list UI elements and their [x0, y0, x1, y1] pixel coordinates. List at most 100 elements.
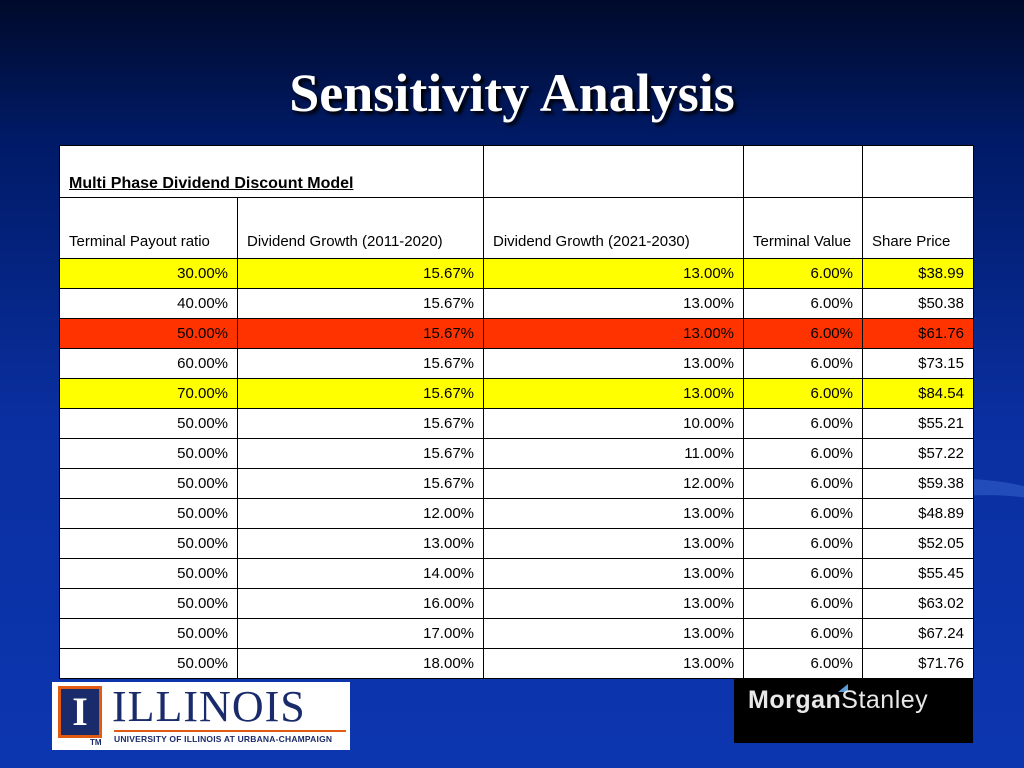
cell-terminal-value: 6.00% — [743, 408, 863, 439]
cell-dividend-growth-2011-2020: 15.67% — [237, 318, 484, 349]
morgan-stanley-mark-icon — [838, 684, 848, 692]
cell-terminal-value: 6.00% — [743, 378, 863, 409]
table-row: 50.00% 17.00% 13.00% 6.00% $67.24 — [59, 618, 974, 649]
cell-dividend-growth-2021-2030: 13.00% — [483, 318, 744, 349]
illinois-block-i-icon: I — [58, 686, 102, 738]
cell-terminal-value: 6.00% — [743, 288, 863, 319]
illinois-subtitle: UNIVERSITY OF ILLINOIS AT URBANA-CHAMPAI… — [114, 734, 333, 744]
cell-terminal-payout-ratio: 50.00% — [59, 528, 238, 559]
cell-share-price: $50.38 — [862, 288, 974, 319]
table-row: 50.00% 14.00% 13.00% 6.00% $55.45 — [59, 558, 974, 589]
cell-dividend-growth-2021-2030: 13.00% — [483, 498, 744, 529]
cell-terminal-value: 6.00% — [743, 318, 863, 349]
table-row: 60.00% 15.67% 13.00% 6.00% $73.15 — [59, 348, 974, 379]
table-row: 50.00% 15.67% 13.00% 6.00% $61.76 — [59, 318, 974, 349]
cell-dividend-growth-2011-2020: 13.00% — [237, 528, 484, 559]
table-row: 50.00% 15.67% 10.00% 6.00% $55.21 — [59, 408, 974, 439]
table-row: 30.00% 15.67% 13.00% 6.00% $38.99 — [59, 258, 974, 289]
sensitivity-table: Multi Phase Dividend Discount Model Term… — [59, 145, 974, 679]
cell-dividend-growth-2011-2020: 15.67% — [237, 468, 484, 499]
cell-share-price: $84.54 — [862, 378, 974, 409]
table-row: 50.00% 15.67% 12.00% 6.00% $59.38 — [59, 468, 974, 499]
morgan-stanley-logo: MorganStanley — [734, 678, 973, 743]
table-row: 40.00% 15.67% 13.00% 6.00% $50.38 — [59, 288, 974, 319]
table-title-row: Multi Phase Dividend Discount Model — [59, 145, 974, 198]
cell-terminal-payout-ratio: 50.00% — [59, 408, 238, 439]
cell-dividend-growth-2011-2020: 15.67% — [237, 258, 484, 289]
cell-dividend-growth-2021-2030: 11.00% — [483, 438, 744, 469]
cell-share-price: $55.45 — [862, 558, 974, 589]
cell-dividend-growth-2011-2020: 15.67% — [237, 378, 484, 409]
cell-dividend-growth-2011-2020: 15.67% — [237, 438, 484, 469]
cell-dividend-growth-2011-2020: 15.67% — [237, 288, 484, 319]
table-title-cell: Multi Phase Dividend Discount Model — [59, 145, 484, 198]
cell-terminal-payout-ratio: 60.00% — [59, 348, 238, 379]
cell-share-price: $57.22 — [862, 438, 974, 469]
cell-share-price: $61.76 — [862, 318, 974, 349]
empty-cell — [483, 145, 744, 198]
illinois-logo: I TM ILLINOIS UNIVERSITY OF ILLINOIS AT … — [52, 682, 350, 750]
header-terminal-payout-ratio: Terminal Payout ratio — [59, 197, 238, 259]
cell-dividend-growth-2011-2020: 15.67% — [237, 408, 484, 439]
trademark-label: TM — [90, 738, 102, 747]
cell-share-price: $38.99 — [862, 258, 974, 289]
cell-terminal-payout-ratio: 40.00% — [59, 288, 238, 319]
cell-share-price: $48.89 — [862, 498, 974, 529]
slide-title: Sensitivity Analysis — [289, 63, 735, 123]
table-row: 50.00% 16.00% 13.00% 6.00% $63.02 — [59, 588, 974, 619]
cell-terminal-payout-ratio: 50.00% — [59, 438, 238, 469]
cell-share-price: $73.15 — [862, 348, 974, 379]
cell-dividend-growth-2021-2030: 10.00% — [483, 408, 744, 439]
cell-dividend-growth-2021-2030: 13.00% — [483, 588, 744, 619]
cell-terminal-value: 6.00% — [743, 468, 863, 499]
header-dividend-growth-2011-2020: Dividend Growth (2011-2020) — [237, 197, 484, 259]
header-terminal-value: Terminal Value — [743, 197, 863, 259]
cell-terminal-payout-ratio: 30.00% — [59, 258, 238, 289]
table-row: 50.00% 15.67% 11.00% 6.00% $57.22 — [59, 438, 974, 469]
cell-terminal-value: 6.00% — [743, 528, 863, 559]
empty-cell — [862, 145, 974, 198]
cell-dividend-growth-2021-2030: 13.00% — [483, 558, 744, 589]
cell-terminal-payout-ratio: 50.00% — [59, 588, 238, 619]
cell-terminal-payout-ratio: 50.00% — [59, 468, 238, 499]
morgan-stanley-part1: Morgan — [748, 686, 842, 714]
cell-terminal-value: 6.00% — [743, 258, 863, 289]
table-row: 50.00% 18.00% 13.00% 6.00% $71.76 — [59, 648, 974, 679]
cell-share-price: $71.76 — [862, 648, 974, 679]
cell-dividend-growth-2021-2030: 13.00% — [483, 618, 744, 649]
cell-terminal-value: 6.00% — [743, 498, 863, 529]
cell-terminal-value: 6.00% — [743, 558, 863, 589]
header-share-price: Share Price — [862, 197, 974, 259]
morgan-stanley-wordmark: MorganStanley — [748, 686, 928, 715]
illinois-divider — [114, 730, 346, 732]
cell-share-price: $55.21 — [862, 408, 974, 439]
cell-terminal-value: 6.00% — [743, 348, 863, 379]
table-title: Multi Phase Dividend Discount Model — [69, 175, 354, 192]
cell-terminal-payout-ratio: 50.00% — [59, 618, 238, 649]
cell-terminal-payout-ratio: 50.00% — [59, 648, 238, 679]
cell-terminal-payout-ratio: 70.00% — [59, 378, 238, 409]
cell-dividend-growth-2011-2020: 16.00% — [237, 588, 484, 619]
cell-dividend-growth-2011-2020: 12.00% — [237, 498, 484, 529]
cell-dividend-growth-2021-2030: 13.00% — [483, 348, 744, 379]
morgan-stanley-part2: Stanley — [841, 686, 929, 714]
cell-dividend-growth-2021-2030: 13.00% — [483, 288, 744, 319]
cell-dividend-growth-2011-2020: 15.67% — [237, 348, 484, 379]
cell-dividend-growth-2021-2030: 13.00% — [483, 378, 744, 409]
cell-dividend-growth-2021-2030: 12.00% — [483, 468, 744, 499]
cell-dividend-growth-2011-2020: 14.00% — [237, 558, 484, 589]
cell-terminal-payout-ratio: 50.00% — [59, 318, 238, 349]
cell-terminal-value: 6.00% — [743, 438, 863, 469]
cell-terminal-value: 6.00% — [743, 588, 863, 619]
cell-terminal-value: 6.00% — [743, 648, 863, 679]
empty-cell — [743, 145, 863, 198]
header-dividend-growth-2021-2030: Dividend Growth (2021-2030) — [483, 197, 744, 259]
table-header-row: Terminal Payout ratio Dividend Growth (2… — [59, 197, 974, 259]
cell-dividend-growth-2021-2030: 13.00% — [483, 648, 744, 679]
cell-share-price: $59.38 — [862, 468, 974, 499]
illinois-wordmark: ILLINOIS — [112, 682, 306, 731]
table-row: 50.00% 12.00% 13.00% 6.00% $48.89 — [59, 498, 974, 529]
table-row: 50.00% 13.00% 13.00% 6.00% $52.05 — [59, 528, 974, 559]
cell-share-price: $63.02 — [862, 588, 974, 619]
cell-dividend-growth-2021-2030: 13.00% — [483, 258, 744, 289]
